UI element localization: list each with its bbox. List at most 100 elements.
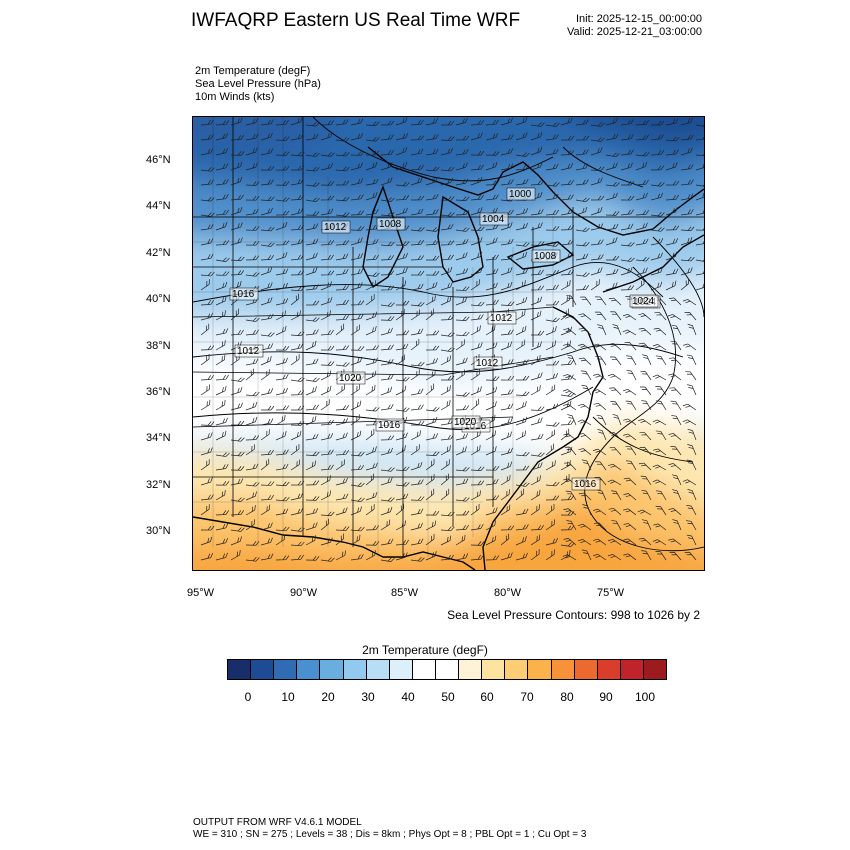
wind-barb [230, 135, 245, 141]
wind-barb [686, 459, 697, 471]
wind-barb [350, 162, 363, 171]
wind-barb [275, 197, 290, 202]
wind-barb [578, 448, 592, 456]
wind-barb [680, 193, 694, 201]
wind-barb [380, 120, 395, 126]
wind-barb [695, 226, 704, 231]
wind-barb [200, 179, 214, 186]
wind-barb [410, 164, 424, 171]
pressure-labels: 1012 1008 1004 1000 1008 1016 1012 1020 1024 1012… [229, 187, 661, 491]
wind-barb [350, 300, 365, 306]
wind-barb [290, 421, 305, 426]
wind-barb [350, 534, 361, 546]
wind-barb [200, 459, 210, 471]
field-temperature: 2m Temperature (degF) [195, 65, 311, 77]
wind-barb [680, 164, 694, 171]
wind-barb [230, 377, 245, 382]
wind-barb [275, 251, 288, 261]
wind-barb [545, 317, 560, 323]
wind-barb [275, 405, 290, 411]
wind-barb [230, 194, 244, 201]
pressure-label: 1012 [473, 356, 503, 370]
wind-barb [215, 194, 229, 201]
wind-barb [200, 432, 213, 441]
wind-barb [485, 495, 500, 501]
wind-barb [305, 267, 318, 276]
wind-barb [455, 357, 468, 366]
wind-barb [380, 467, 395, 472]
wind-barb [515, 359, 529, 366]
wind-barb [515, 391, 530, 396]
wind-barb [620, 209, 634, 216]
wind-barb [410, 255, 425, 261]
wind-barb [577, 523, 592, 531]
colorbar-tick: 60 [480, 690, 494, 704]
wind-barb [470, 554, 484, 561]
wind-barb [650, 227, 665, 232]
wind-barb [500, 267, 513, 276]
wind-barb [395, 117, 408, 126]
wind-barb [230, 536, 242, 546]
wind-barb [530, 179, 544, 186]
wind-barb [365, 462, 378, 471]
wind-barb [560, 525, 575, 531]
wind-barb [320, 296, 333, 306]
wind-barb [380, 497, 395, 502]
wind-barb [608, 507, 622, 516]
wind-barb [500, 329, 514, 336]
wind-barb [562, 314, 577, 321]
wind-barb [611, 520, 622, 531]
wind-barb [425, 177, 438, 186]
wind-barb [515, 488, 525, 501]
wind-barb [245, 181, 260, 186]
wind-barb [425, 308, 435, 321]
wind-barb [365, 357, 378, 366]
wind-barb [470, 164, 484, 171]
wind-barb [665, 280, 677, 291]
wind-barb [668, 508, 682, 516]
wind-barb [215, 552, 228, 561]
wind-barb [200, 134, 214, 141]
wind-barb [245, 317, 260, 322]
svg-text:1012: 1012 [324, 222, 347, 233]
wind-barb [641, 400, 652, 411]
wind-barb [410, 361, 425, 367]
wind-barb [290, 331, 305, 337]
pressure-label: 1016 [571, 477, 601, 491]
wind-barb [440, 385, 451, 396]
wind-barb [455, 369, 466, 381]
wind-barb [545, 537, 558, 546]
wind-barb [410, 195, 425, 201]
wind-barb [290, 480, 305, 486]
pressure-label: 1008 [376, 217, 406, 231]
wind-barb [320, 310, 331, 321]
wind-barb [260, 504, 271, 516]
wind-barb [410, 226, 425, 232]
wind-barb [305, 211, 320, 216]
wind-barb [560, 117, 573, 126]
wind-barb [530, 296, 543, 306]
wind-barb [440, 554, 454, 561]
wind-barb [578, 492, 592, 501]
wind-barb [275, 325, 287, 336]
wind-barb [380, 435, 395, 441]
wind-barb [305, 300, 320, 306]
wind-barb [530, 354, 541, 366]
wind-barb [665, 136, 680, 142]
wind-barb [680, 278, 690, 291]
wind-barb [245, 556, 260, 562]
wind-barb [380, 177, 393, 186]
wind-barb [545, 443, 555, 456]
wind-barb [575, 197, 590, 203]
wind-barb [425, 281, 438, 291]
wind-barb [320, 181, 335, 186]
wind-barb [350, 346, 365, 351]
wind-barb [425, 118, 439, 126]
wind-barb [290, 377, 305, 382]
wind-barb [485, 254, 499, 261]
wind-barb [578, 343, 592, 351]
wind-barb [395, 133, 409, 141]
wind-barb [687, 489, 697, 501]
wind-barb [440, 120, 455, 126]
wind-barb [470, 490, 482, 501]
